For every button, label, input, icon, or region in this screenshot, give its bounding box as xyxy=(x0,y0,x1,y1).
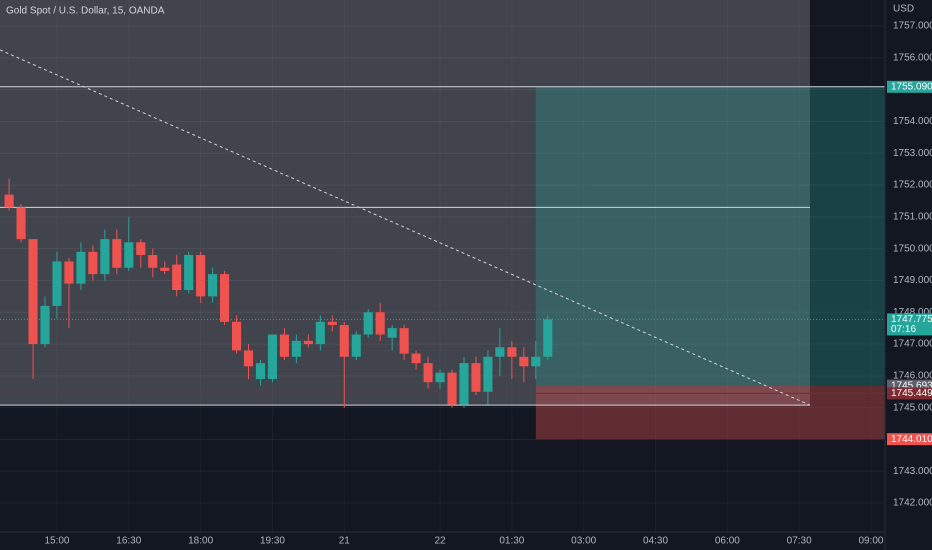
candle-body xyxy=(279,334,289,357)
y-tick-label: 1747.000 xyxy=(893,339,932,350)
y-tick-label: 1749.000 xyxy=(893,275,932,286)
candle-body xyxy=(327,321,337,325)
candle-body xyxy=(531,356,541,367)
price-tag-label: 1745.693 xyxy=(891,380,932,391)
x-tick-label: 01:30 xyxy=(499,536,524,547)
candle-body xyxy=(196,255,206,297)
candle-body xyxy=(291,340,301,357)
candle-body xyxy=(28,239,38,345)
y-tick-label: 1750.000 xyxy=(893,243,932,254)
candle-body xyxy=(459,363,469,405)
candle-body xyxy=(483,356,493,392)
candle-body xyxy=(64,261,74,284)
x-tick-label: 16:30 xyxy=(116,536,141,547)
time-axis xyxy=(0,532,885,550)
candle-body xyxy=(220,274,230,322)
price-tag-label: 1744.010 xyxy=(891,434,932,445)
candle-body xyxy=(112,239,122,268)
candle-body xyxy=(255,363,266,380)
candle-body xyxy=(543,319,553,357)
candle-body xyxy=(148,255,158,268)
candle-body xyxy=(231,321,242,351)
y-tick-label: 1746.000 xyxy=(893,371,932,382)
x-tick-label: 18:00 xyxy=(188,536,213,547)
candle-body xyxy=(423,363,433,383)
price-tag xyxy=(887,80,932,93)
price-tag-label: 1745.449 xyxy=(891,388,932,399)
y-tick-label: 1752.000 xyxy=(893,180,932,191)
candle-body xyxy=(387,328,397,338)
candle-body xyxy=(208,274,218,297)
candle-body xyxy=(363,312,373,335)
y-tick-label: 1745.000 xyxy=(893,402,932,413)
candle-body xyxy=(184,255,194,291)
candle-body xyxy=(375,312,385,335)
candle-body xyxy=(16,207,26,240)
candle-body xyxy=(351,334,361,357)
candle-body xyxy=(136,242,146,256)
candle-body xyxy=(172,264,182,291)
candle-body xyxy=(40,305,50,345)
candle-body xyxy=(124,242,134,268)
position-target-zone xyxy=(535,86,885,386)
x-tick-label: 22 xyxy=(434,536,446,547)
y-tick-label: 1756.000 xyxy=(893,53,932,64)
candle-body xyxy=(519,356,529,367)
price-tag xyxy=(887,387,932,400)
y-tick-label: 1743.000 xyxy=(893,466,932,477)
candle-body xyxy=(52,261,62,306)
candle-body xyxy=(315,321,325,345)
y-tick-label: 1757.000 xyxy=(893,21,932,32)
last-price-label: 1747.775 xyxy=(891,314,932,325)
x-tick-label: 06:00 xyxy=(715,536,740,547)
candle-body xyxy=(507,347,517,357)
countdown-label: 07:16 xyxy=(891,324,916,335)
candle-body xyxy=(88,251,98,275)
candle-body xyxy=(447,372,457,405)
x-tick-label: 07:30 xyxy=(787,536,812,547)
x-tick-label: 09:00 xyxy=(858,536,883,547)
candle-body xyxy=(4,194,14,208)
candle-body xyxy=(399,328,409,354)
currency-label: USD xyxy=(893,4,914,15)
x-tick-label: 04:30 xyxy=(643,536,668,547)
candle-body xyxy=(435,372,445,383)
position-stop-zone xyxy=(535,385,885,440)
x-tick-label: 15:00 xyxy=(44,536,69,547)
candle-body xyxy=(243,350,254,367)
y-tick-label: 1754.000 xyxy=(893,116,932,127)
y-tick-label: 1748.000 xyxy=(893,307,932,318)
candle-body xyxy=(411,353,421,364)
x-tick-label: 19:30 xyxy=(260,536,285,547)
last-price-tag xyxy=(887,313,932,336)
chart-title: Gold Spot / U.S. Dollar, 15, OANDA xyxy=(6,6,165,17)
y-tick-label: 1751.000 xyxy=(893,212,932,223)
y-tick-label: 1742.000 xyxy=(893,498,932,509)
y-tick-label: 1753.000 xyxy=(893,148,932,159)
price-tag xyxy=(887,433,932,446)
candle-body xyxy=(303,340,313,345)
candle-body xyxy=(471,363,481,392)
candle-body xyxy=(339,324,349,357)
price-tag-label: 1755.090 xyxy=(891,81,932,92)
candle-body xyxy=(267,334,278,380)
candle-body xyxy=(160,267,170,271)
candle-body xyxy=(495,347,505,357)
candle-body xyxy=(100,239,110,275)
x-tick-label: 21 xyxy=(339,536,351,547)
x-tick-label: 03:00 xyxy=(571,536,596,547)
candle-body xyxy=(76,251,86,284)
